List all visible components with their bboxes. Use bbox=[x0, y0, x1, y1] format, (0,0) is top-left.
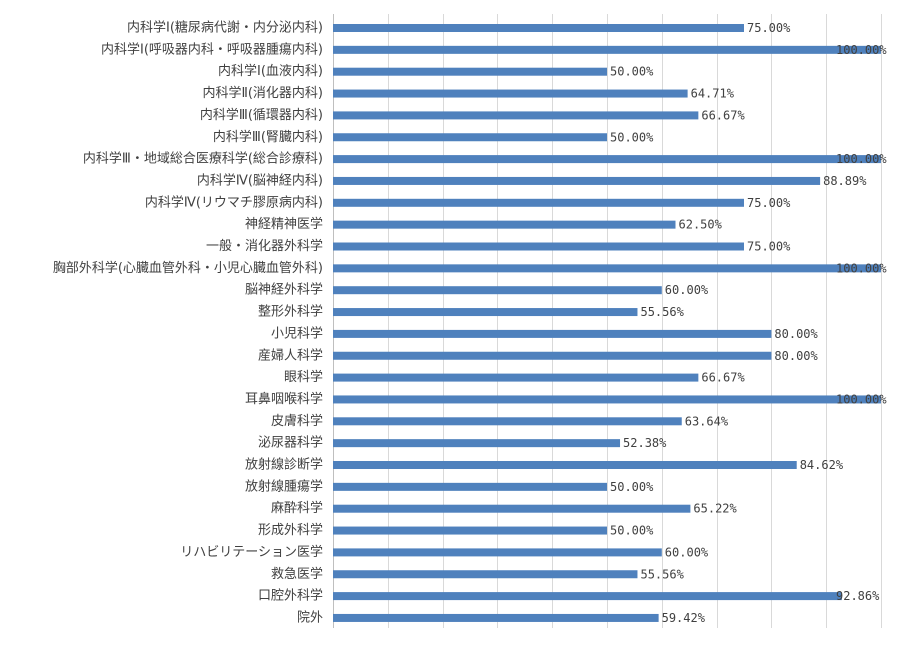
category-label: 内科学Ⅰ(呼吸器内科・呼吸器腫瘍内科) bbox=[101, 41, 323, 57]
value-label: 50.00% bbox=[610, 480, 654, 494]
bar bbox=[333, 264, 881, 273]
bar bbox=[333, 286, 662, 295]
bar bbox=[333, 220, 676, 229]
bar bbox=[333, 198, 744, 207]
category-label: 脳神経外科学 bbox=[245, 282, 323, 298]
bar bbox=[333, 548, 662, 557]
value-label: 75.00% bbox=[747, 21, 791, 35]
value-label: 65.22% bbox=[693, 502, 737, 516]
category-label: 内科学Ⅳ(リウマチ膠原病内科) bbox=[145, 194, 323, 210]
bar bbox=[333, 570, 638, 579]
category-label: 放射線腫瘍学 bbox=[245, 478, 323, 494]
category-label: 内科学Ⅰ(糖尿病代謝・内分泌内科) bbox=[127, 20, 323, 36]
bar bbox=[333, 461, 797, 469]
bar bbox=[333, 24, 744, 32]
category-label: 整形外科学 bbox=[258, 304, 323, 320]
value-label: 60.00% bbox=[665, 545, 709, 559]
bar bbox=[333, 308, 638, 317]
value-label: 100.00% bbox=[836, 261, 887, 275]
category-label: 眼科学 bbox=[284, 369, 323, 385]
value-label: 50.00% bbox=[610, 65, 654, 79]
value-label: 88.89% bbox=[823, 174, 867, 188]
value-label: 64.71% bbox=[691, 87, 735, 101]
bar bbox=[333, 155, 881, 164]
bar bbox=[333, 613, 659, 622]
value-label: 100.00% bbox=[836, 43, 887, 57]
value-labels: 75.00% 100.00% 50.00% 64.71% 66.67% 50.00% 100… bbox=[610, 21, 887, 625]
category-label: 院外 bbox=[297, 610, 323, 625]
bar bbox=[333, 417, 682, 426]
bar bbox=[333, 504, 691, 513]
bar bbox=[333, 592, 842, 601]
value-label: 80.00% bbox=[774, 349, 818, 363]
category-label: 産婦人科学 bbox=[258, 347, 323, 363]
category-label: 泌尿器科学 bbox=[258, 435, 323, 451]
value-label: 100.00% bbox=[836, 152, 887, 166]
bar bbox=[333, 351, 772, 360]
value-label: 80.00% bbox=[774, 327, 818, 341]
bar bbox=[333, 176, 821, 185]
bars bbox=[333, 24, 881, 622]
category-label: 耳鼻咽喉科学 bbox=[245, 391, 323, 407]
bar bbox=[333, 526, 607, 535]
value-label: 50.00% bbox=[610, 130, 654, 144]
value-label: 60.00% bbox=[665, 283, 709, 297]
value-label: 55.56% bbox=[640, 567, 684, 581]
category-label: 内科学Ⅱ(消化器内科) bbox=[202, 85, 323, 101]
bar bbox=[333, 242, 744, 251]
category-label: 口腔外科学 bbox=[258, 588, 323, 604]
value-label: 63.64% bbox=[685, 414, 729, 428]
value-label: 100.00% bbox=[836, 392, 887, 406]
gridlines bbox=[333, 14, 882, 628]
category-label: 皮膚科学 bbox=[271, 413, 323, 429]
category-label: 胸部外科学(心臓血管外科・小児心臓血管外科) bbox=[53, 260, 323, 276]
category-label: リハビリテーション医学 bbox=[180, 544, 323, 560]
category-label: 一般・消化器外科学 bbox=[206, 238, 323, 254]
value-label: 92.86% bbox=[836, 589, 880, 603]
value-label: 62.50% bbox=[679, 218, 723, 232]
category-label: 放射線診断学 bbox=[245, 457, 323, 473]
value-label: 66.67% bbox=[701, 371, 745, 385]
value-label: 55.56% bbox=[640, 305, 684, 319]
category-label: 内科学Ⅰ(血液内科) bbox=[218, 63, 323, 79]
bar bbox=[333, 45, 881, 54]
value-label: 75.00% bbox=[747, 240, 791, 254]
bar bbox=[333, 373, 699, 382]
bar bbox=[333, 67, 607, 76]
value-label: 84.62% bbox=[800, 458, 844, 472]
bar bbox=[333, 89, 688, 98]
bar bbox=[333, 482, 607, 491]
category-label: 形成外科学 bbox=[258, 522, 323, 538]
category-label: 内科学Ⅲ(循環器内科) bbox=[200, 107, 323, 123]
value-label: 66.67% bbox=[701, 108, 745, 122]
value-label: 50.00% bbox=[610, 524, 654, 538]
category-label: 神経精神医学 bbox=[245, 216, 323, 232]
bar bbox=[333, 111, 699, 120]
category-labels: 内科学Ⅰ(糖尿病代謝・内分泌内科) 内科学Ⅰ(呼吸器内科・呼吸器腫瘍内科) 内科学Ⅰ… bbox=[53, 20, 323, 626]
category-label: 麻酔科学 bbox=[271, 500, 323, 516]
bar bbox=[333, 439, 621, 448]
category-label: 内科学Ⅲ・地域総合医療科学(総合診療科) bbox=[83, 151, 323, 167]
value-label: 75.00% bbox=[747, 196, 791, 210]
category-label: 小児科学 bbox=[271, 325, 323, 341]
bar bbox=[333, 133, 607, 142]
value-label: 52.38% bbox=[623, 436, 667, 450]
bar bbox=[333, 329, 772, 338]
category-label: 内科学Ⅳ(脳神経内科) bbox=[197, 172, 323, 188]
bar bbox=[333, 395, 881, 404]
category-label: 内科学Ⅲ(腎臓内科) bbox=[213, 129, 323, 145]
value-label: 59.42% bbox=[662, 611, 706, 625]
category-label: 救急医学 bbox=[271, 566, 323, 582]
